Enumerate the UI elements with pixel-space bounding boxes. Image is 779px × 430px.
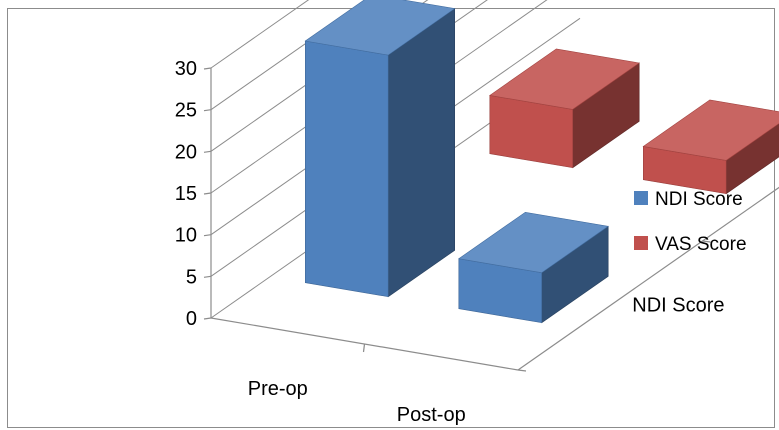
x-tick-label: Pre-op bbox=[248, 378, 308, 400]
y-tick-label: 25 bbox=[175, 100, 197, 122]
bar-ndi-score-post-op bbox=[458, 211, 609, 324]
y-tick-label: 15 bbox=[175, 183, 197, 205]
y-axis-tick bbox=[203, 275, 212, 278]
y-tick-label: 5 bbox=[186, 266, 197, 288]
legend-label: VAS Score bbox=[655, 234, 747, 255]
bar-ndi-score-pre-op bbox=[304, 0, 456, 298]
gridline bbox=[210, 0, 310, 69]
x-axis-tick bbox=[362, 343, 366, 353]
y-axis-tick bbox=[203, 67, 212, 70]
gridline bbox=[210, 0, 369, 111]
y-tick-label: 10 bbox=[175, 225, 197, 247]
legend-label: NDI Score bbox=[655, 189, 743, 210]
y-tick-label: 20 bbox=[175, 141, 197, 163]
y-tick-label: 30 bbox=[175, 58, 197, 80]
y-axis-tick bbox=[203, 317, 212, 320]
x-tick-label: Post-op bbox=[397, 404, 466, 426]
y-axis-tick bbox=[203, 109, 212, 112]
legend-entry: NDI Score bbox=[634, 189, 743, 210]
depth-axis-tick bbox=[702, 240, 711, 243]
y-axis-tick bbox=[203, 192, 212, 195]
legend-swatch bbox=[634, 191, 648, 205]
legend-swatch bbox=[634, 236, 648, 250]
depth-tick-label: NDI Score bbox=[632, 295, 724, 317]
legend-entry: VAS Score bbox=[634, 234, 747, 255]
depth-axis-tick bbox=[517, 369, 527, 372]
bar-vas-score-pre-op bbox=[489, 48, 640, 169]
y-tick-label: 0 bbox=[186, 308, 197, 330]
y-axis-tick bbox=[203, 234, 212, 237]
bar-vas-score-post-op bbox=[642, 99, 779, 195]
y-axis-tick bbox=[203, 150, 212, 153]
